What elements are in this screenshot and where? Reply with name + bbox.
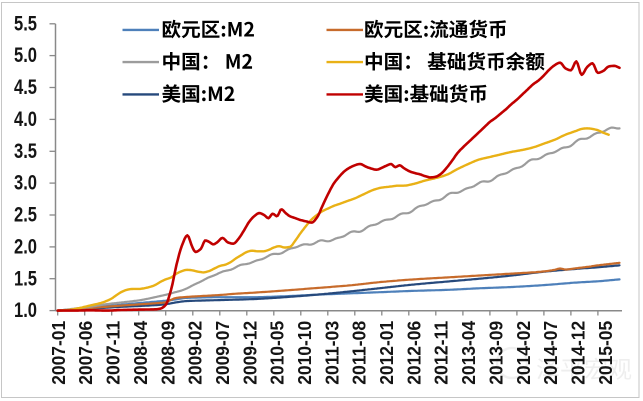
svg-text:1.5: 1.5 <box>14 267 37 290</box>
svg-text:2013-04: 2013-04 <box>459 321 479 385</box>
svg-text:1.0: 1.0 <box>14 299 37 322</box>
svg-text:2011-08: 2011-08 <box>350 321 370 385</box>
svg-text:2008-09: 2008-09 <box>158 321 178 385</box>
svg-text:2007-01: 2007-01 <box>49 321 69 385</box>
svg-text:2.5: 2.5 <box>14 204 37 227</box>
svg-text:2009-12: 2009-12 <box>240 321 260 385</box>
svg-text:4.5: 4.5 <box>14 76 37 99</box>
svg-text:2012-01: 2012-01 <box>377 321 397 385</box>
svg-text:2007-06: 2007-06 <box>76 321 96 385</box>
svg-text:2009-07: 2009-07 <box>213 321 233 385</box>
svg-text:5.0: 5.0 <box>14 44 37 67</box>
svg-text:2009-02: 2009-02 <box>186 321 206 385</box>
svg-text:2010-10: 2010-10 <box>295 321 315 385</box>
svg-text:2011-03: 2011-03 <box>322 321 342 385</box>
svg-text:2015-05: 2015-05 <box>596 321 616 385</box>
svg-text:2.0: 2.0 <box>14 236 37 259</box>
svg-text:2014-02: 2014-02 <box>514 321 534 385</box>
svg-text:5.5: 5.5 <box>14 12 37 35</box>
svg-text:2010-05: 2010-05 <box>268 321 288 385</box>
svg-text:2014-12: 2014-12 <box>569 321 589 385</box>
svg-text:2012-11: 2012-11 <box>432 321 452 385</box>
svg-text:2007-11: 2007-11 <box>104 321 124 385</box>
svg-text:2013-09: 2013-09 <box>486 321 506 385</box>
svg-text:3.0: 3.0 <box>14 172 37 195</box>
svg-text:2008-04: 2008-04 <box>131 321 151 385</box>
svg-text:4.0: 4.0 <box>14 108 37 131</box>
svg-text:3.5: 3.5 <box>14 140 37 163</box>
svg-text:2012-06: 2012-06 <box>404 321 424 385</box>
svg-text:2014-07: 2014-07 <box>541 321 561 385</box>
